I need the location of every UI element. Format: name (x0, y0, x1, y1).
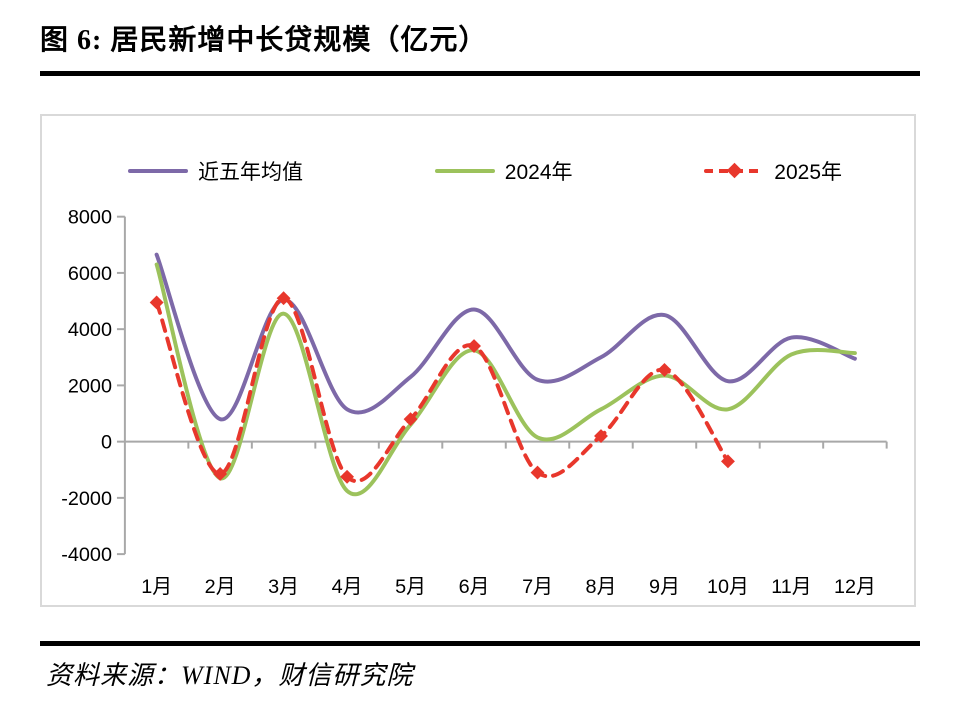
line-chart: 8000 6000 4000 2000 0 -2000 -4000 1月 2月 3月 4月 5月 6月 7… (61, 207, 888, 598)
legend-item-2025: 2025年 (704, 156, 842, 186)
legend-line-2024-icon (434, 169, 495, 173)
x-tick-label: 7月 (522, 576, 553, 598)
x-tick-label: 9月 (649, 576, 680, 598)
y-tick-label: 0 (101, 432, 112, 454)
x-tick-label: 11月 (771, 576, 811, 598)
x-tick-label: 5月 (395, 576, 426, 598)
chart-area: 8000 6000 4000 2000 0 -2000 -4000 1月 2月 3月 4月 5月 6月 7… (40, 114, 916, 607)
x-tick-label: 8月 (586, 576, 617, 598)
chart-legend: 近五年均值 2024年 2025年 (42, 156, 914, 186)
legend-line-avg-icon (128, 169, 188, 173)
legend-item-2024: 2024年 (434, 156, 573, 186)
y-tick-label: 4000 (68, 319, 112, 341)
legend-item-avg: 近五年均值 (128, 156, 303, 186)
legend-line-2025-icon (704, 162, 765, 179)
x-tick-label: 4月 (332, 576, 363, 598)
diamond-marker (721, 454, 735, 469)
x-tick-label: 3月 (268, 576, 299, 598)
y-tick-label: 2000 (68, 375, 112, 397)
x-tick-label: 6月 (459, 576, 490, 598)
legend-label-avg: 近五年均值 (198, 161, 303, 184)
diamond-marker (276, 291, 291, 306)
legend-label-2025: 2025年 (774, 161, 842, 184)
diamond-marker (149, 295, 164, 310)
x-tick-label: 10月 (707, 576, 749, 598)
y-tick-label: -2000 (61, 488, 112, 510)
avg-5yr-line (154, 252, 857, 422)
title-divider (40, 71, 920, 76)
y-tick-label: -4000 (61, 544, 112, 566)
diamond-marker (530, 465, 545, 480)
x-tick-label: 12月 (834, 576, 876, 598)
figure-title: 图 6: 居民新增中长贷规模（亿元） (40, 25, 488, 56)
legend-label-2024: 2024年 (504, 161, 573, 184)
x-tick-label: 1月 (141, 576, 172, 598)
diamond-marker (213, 467, 228, 481)
source-note: 资料来源：WIND，财信研究院 (46, 661, 414, 690)
x-tick-label: 2月 (205, 576, 236, 598)
y-tick-label: 6000 (68, 263, 112, 285)
line-2024 (154, 262, 857, 496)
diamond-marker-icon (727, 162, 743, 179)
diamond-marker (657, 362, 672, 377)
footer-divider (40, 641, 920, 646)
y-tick-label: 8000 (68, 207, 112, 229)
